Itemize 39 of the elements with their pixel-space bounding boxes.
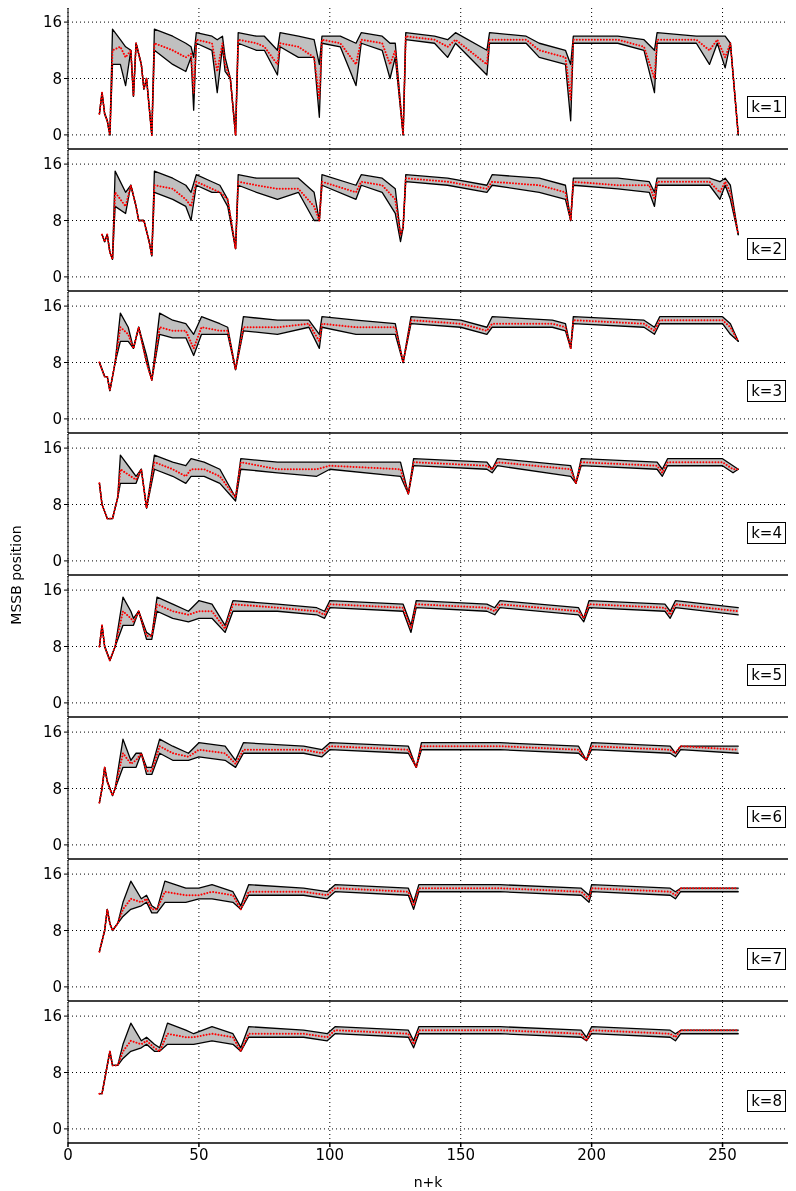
x-tick-label: 50 [189, 1145, 209, 1164]
y-tick-label: 16 [42, 1007, 62, 1026]
x-tick-label: 100 [315, 1145, 345, 1164]
annotation: k=7 [747, 948, 786, 970]
y-tick-label: 8 [52, 921, 62, 940]
y-tick-label: 8 [52, 637, 62, 656]
annotation: k=5 [747, 664, 786, 686]
x-tick-label: 150 [446, 1145, 476, 1164]
y-tick-label: 0 [52, 694, 62, 713]
y-tick-label: 8 [52, 779, 62, 798]
y-tick-label: 0 [52, 552, 62, 571]
y-tick-label: 8 [52, 353, 62, 372]
y-tick-label: 0 [52, 410, 62, 429]
y-axis-title: MSSB position [7, 524, 25, 627]
annotation: k=3 [747, 380, 786, 402]
annotation: k=2 [747, 238, 786, 260]
y-tick-label: 8 [52, 495, 62, 514]
y-tick-label: 16 [42, 297, 62, 316]
y-tick-label: 8 [52, 1063, 62, 1082]
y-tick-label: 8 [52, 69, 62, 88]
y-tick-label: 16 [42, 13, 62, 32]
y-tick-label: 16 [42, 155, 62, 174]
x-axis-title: n+k [413, 1174, 444, 1190]
y-tick-label: 0 [52, 978, 62, 997]
y-tick-label: 0 [52, 126, 62, 145]
y-tick-label: 0 [52, 268, 62, 287]
y-tick-label: 16 [42, 865, 62, 884]
x-tick-label: 250 [708, 1145, 737, 1164]
annotation: k=1 [747, 96, 786, 118]
annotation: k=4 [747, 522, 786, 544]
x-tick-label: 200 [577, 1145, 606, 1164]
y-tick-label: 0 [52, 836, 62, 855]
y-tick-label: 0 [52, 1120, 62, 1139]
annotation: k=8 [747, 1090, 786, 1112]
y-tick-label: 16 [42, 439, 62, 458]
y-tick-label: 8 [52, 211, 62, 230]
y-tick-label: 16 [42, 581, 62, 600]
y-tick-label: 16 [42, 723, 62, 742]
annotation: k=6 [747, 806, 786, 828]
